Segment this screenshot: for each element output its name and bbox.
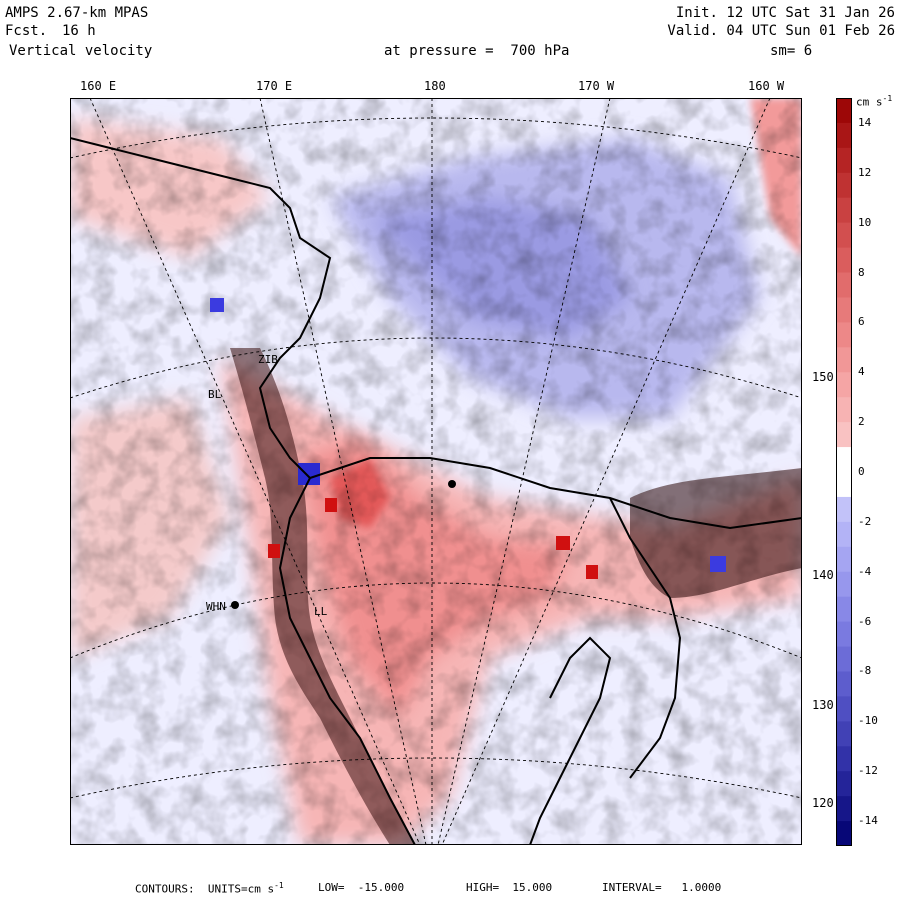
velocity-map[interactable] — [70, 98, 802, 845]
valid-time: Valid. 04 UTC Sun 01 Feb 26 — [667, 23, 895, 39]
colorbar-tick-label: -12 — [858, 764, 878, 778]
colorbar-cell — [836, 98, 852, 124]
station-label-whn: WHN — [206, 600, 226, 613]
colorbar-tick-label: -8 — [858, 664, 872, 678]
colorbar-cell — [836, 372, 852, 398]
red-blob-4 — [268, 544, 280, 558]
lon-label-170e: 170 E — [256, 79, 293, 93]
station-label-bl: BL — [208, 388, 222, 401]
colorbar-tick-label: 12 — [858, 165, 872, 179]
colorbar-cell — [836, 422, 852, 448]
colorbar-cell — [836, 621, 852, 648]
colorbar — [836, 98, 852, 846]
blue-blob-3 — [710, 556, 726, 572]
blue-blob-2 — [210, 298, 224, 312]
pressure-level: at pressure = 700 hPa — [384, 43, 570, 59]
colorbar-cell — [836, 247, 852, 274]
model-title: AMPS 2.67-km MPAS — [5, 5, 149, 21]
map-frame — [70, 98, 802, 845]
colorbar-cell — [836, 472, 852, 498]
field-name: Vertical velocity — [9, 43, 153, 59]
colorbar-cell — [836, 272, 852, 299]
colorbar-cell — [836, 771, 852, 797]
speckle-texture — [70, 98, 802, 845]
colorbar-cell — [836, 122, 852, 149]
east-mountain-band — [630, 468, 802, 598]
colorbar-units-text: cm s — [856, 95, 883, 109]
colorbar-cell — [836, 671, 852, 697]
colorbar-cell — [836, 821, 852, 846]
colorbar-cell — [836, 721, 852, 747]
init-time: Init. 12 UTC Sat 31 Jan 26 — [675, 5, 895, 21]
colorbar-cell — [836, 746, 852, 772]
colorbar-cell — [836, 197, 852, 224]
colorbar-units: cm s-1 — [856, 94, 892, 109]
station-dot-east[interactable] — [448, 480, 456, 488]
coastline — [70, 137, 802, 845]
colorbar-tick-label: 10 — [858, 215, 872, 229]
colorbar-tick-label: 14 — [858, 115, 872, 129]
mountain-band — [230, 348, 415, 845]
colorbar-cell — [836, 496, 852, 523]
red-blob-1 — [325, 498, 337, 512]
colorbar-cell — [836, 397, 852, 423]
colorbar-cell — [836, 347, 852, 373]
colorbar-cell — [836, 521, 852, 548]
colorbar-cell — [836, 796, 852, 822]
colorbar-tick-label: -14 — [858, 814, 878, 828]
colorbar-cell — [836, 596, 852, 623]
colorbar-tick-label: 2 — [858, 415, 865, 429]
colorbar-cell — [836, 147, 852, 174]
colorbar-tick-label: 0 — [858, 465, 865, 478]
station-label-zib: ZIB — [258, 353, 278, 366]
colorbar-tick-label: -6 — [858, 614, 872, 628]
colorbar-tick-label: -2 — [858, 514, 872, 528]
station-label-ll: LL — [314, 605, 328, 618]
colorbar-cell — [836, 696, 852, 722]
colorbar-tick-label: -4 — [858, 564, 872, 578]
red-blob-3 — [586, 565, 598, 579]
footer-high: HIGH= 15.000 — [466, 881, 553, 894]
blue-blob-1 — [298, 463, 320, 485]
forecast-value: 16 h — [62, 23, 96, 39]
lon-label-160e: 160 E — [80, 79, 117, 93]
colorbar-tick-label: 8 — [858, 265, 865, 279]
colorbar-units-exp: -1 — [882, 94, 893, 103]
colorbar-tick-label: -10 — [858, 714, 878, 728]
footer-interval: INTERVAL= 1.0000 — [602, 881, 722, 894]
station-dot-whn[interactable] — [231, 601, 239, 609]
colorbar-cell — [836, 172, 852, 199]
colorbar-cell — [836, 646, 852, 673]
colorbar-tick-label: 6 — [858, 315, 865, 329]
footer-exp: -1 — [274, 881, 284, 890]
colorbar-cell — [836, 297, 852, 323]
footer-contours-text: CONTOURS: UNITS=cm s — [135, 882, 275, 896]
colorbar-cell — [836, 447, 852, 473]
colorbar-cell — [836, 322, 852, 348]
colorbar-cell — [836, 546, 852, 573]
lon-label-170w: 170 W — [578, 79, 615, 93]
colorbar-cell — [836, 571, 852, 598]
red-blob-2 — [556, 536, 570, 550]
colorbar-tick-label: 4 — [858, 365, 865, 379]
footer-low: LOW= -15.000 — [318, 881, 405, 894]
colorbar-cell — [836, 222, 852, 249]
lon-label-180: 180 — [424, 79, 446, 93]
graticule — [70, 98, 802, 845]
footer-contours: CONTOURS: UNITS=cm s-1 — [135, 882, 284, 895]
lon-label-160w: 160 W — [748, 79, 785, 93]
forecast-label: Fcst. — [5, 23, 48, 39]
smoothing-value: sm= 6 — [770, 43, 813, 59]
